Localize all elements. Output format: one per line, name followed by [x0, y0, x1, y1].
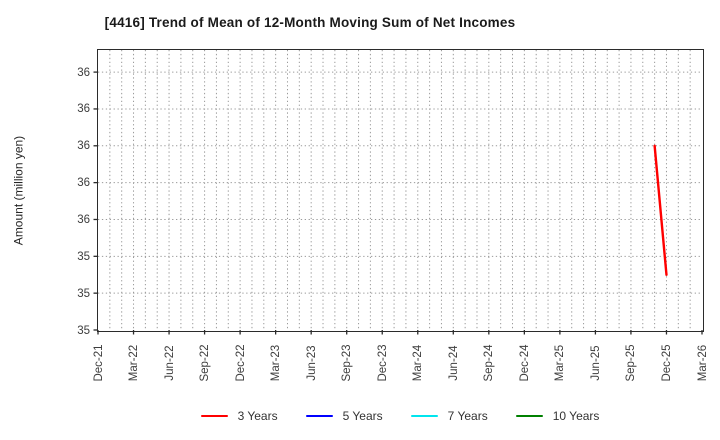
- x-tick-label: Jun-22: [163, 345, 176, 381]
- x-tick-label: Mar-23: [270, 344, 283, 382]
- legend-label: 10 Years: [552, 409, 600, 423]
- x-tick-label: Mar-22: [128, 344, 141, 382]
- x-tick-label: Mar-24: [412, 344, 425, 382]
- x-tick-label: Sep-24: [483, 344, 496, 382]
- y-tick-label: 36: [77, 103, 90, 116]
- x-tick-label: Dec-22: [234, 344, 247, 382]
- x-tick-label: Jun-24: [447, 345, 460, 381]
- x-tick-label: Mar-25: [554, 344, 567, 382]
- x-tick-label: Dec-24: [518, 344, 531, 382]
- plot-area: [93, 49, 704, 335]
- legend-line-swatch: [410, 414, 438, 418]
- y-axis-title: Amount (million yen): [11, 135, 26, 246]
- x-tick-label: Sep-25: [625, 344, 638, 382]
- legend-label: 3 Years: [237, 409, 278, 423]
- x-tick-label: Jun-25: [589, 345, 602, 381]
- x-tick-label: Dec-21: [92, 344, 105, 382]
- legend-item-10-years: 10 Years: [515, 409, 600, 423]
- y-tick-label: 35: [77, 324, 90, 337]
- y-tick-label: 36: [77, 213, 90, 226]
- x-tick-label: Sep-22: [199, 344, 212, 382]
- x-tick-label: Dec-25: [660, 344, 673, 382]
- legend: 3 Years 5 Years 7 Years 10 Years: [40, 405, 720, 427]
- y-tick-label: 35: [77, 250, 90, 263]
- legend-line-swatch: [200, 414, 228, 418]
- legend-item-7-years: 7 Years: [410, 409, 488, 423]
- x-tick-label: Sep-23: [341, 344, 354, 382]
- legend-line-swatch: [305, 414, 333, 418]
- legend-label: 5 Years: [342, 409, 383, 423]
- y-tick-label: 36: [77, 66, 90, 79]
- y-tick-label: 35: [77, 287, 90, 300]
- legend-item-3-years: 3 Years: [200, 409, 278, 423]
- x-tick-label: Dec-23: [376, 344, 389, 382]
- y-tick-label: 36: [77, 177, 90, 190]
- y-tick-label: 36: [77, 140, 90, 153]
- legend-item-5-years: 5 Years: [305, 409, 383, 423]
- chart-title: [4416] Trend of Mean of 12-Month Moving …: [104, 15, 516, 30]
- series-line-3-years: [653, 144, 668, 276]
- legend-label: 7 Years: [447, 409, 488, 423]
- x-tick-label: Jun-23: [305, 345, 318, 381]
- legend-line-swatch: [515, 414, 543, 418]
- plot-canvas: [93, 50, 703, 335]
- x-tick-label: Mar-26: [696, 344, 709, 382]
